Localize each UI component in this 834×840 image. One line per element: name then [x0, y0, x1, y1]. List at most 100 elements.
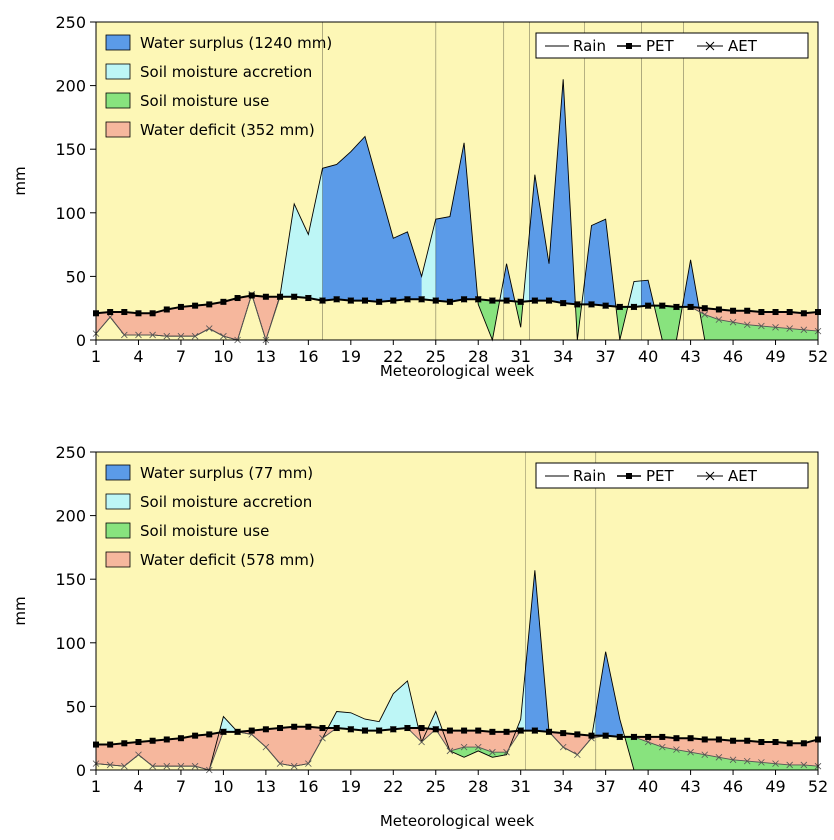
pet-point	[220, 298, 227, 305]
deficit-area-0	[96, 731, 223, 770]
aet-point	[163, 332, 171, 340]
aet-point	[121, 331, 128, 339]
pet-point	[135, 739, 142, 746]
x-tick-label: 25	[426, 347, 446, 366]
aet-point	[135, 331, 142, 339]
area-legend: Water surplus (1240 mm) Soil moisture ac…	[105, 34, 332, 139]
aet-point	[701, 751, 709, 759]
aet-point	[559, 743, 567, 751]
legend-swatch-accretion	[105, 493, 131, 510]
aet-point	[220, 332, 227, 340]
pet-point	[319, 297, 326, 304]
moisture-use-area-4	[654, 305, 683, 340]
aet-point	[149, 331, 156, 339]
pet-point	[404, 296, 411, 303]
aet-point	[673, 746, 680, 753]
pet-point	[418, 296, 425, 303]
deficit-area-2	[408, 728, 436, 743]
pet-point	[461, 727, 468, 734]
pet-point	[503, 728, 510, 735]
pet-point	[135, 310, 142, 317]
aet-point	[460, 743, 468, 751]
pet-point	[503, 297, 510, 304]
surplus-area-0	[322, 136, 422, 302]
aet-point	[786, 325, 793, 332]
x-tick-label: 40	[638, 777, 658, 796]
aet-point	[121, 762, 128, 770]
aet-point	[106, 313, 114, 321]
aet-point	[786, 761, 793, 769]
y-tick-label: 200	[55, 77, 86, 96]
y-axis-label: mm	[11, 166, 29, 195]
pet-point	[248, 727, 255, 734]
y-tick-label: 0	[76, 761, 86, 780]
pet-point	[546, 297, 553, 304]
aet-point	[163, 762, 171, 770]
pet-point	[121, 740, 128, 747]
pet-point	[560, 730, 567, 737]
x-tick-label: 34	[553, 777, 573, 796]
pet-point	[361, 297, 368, 304]
pet-point	[560, 300, 567, 307]
x-tick-label: 52	[808, 347, 828, 366]
x-axis-label: Meteorological week	[380, 812, 535, 830]
x-tick-label: 7	[176, 347, 186, 366]
pet-point	[347, 297, 354, 304]
x-tick-label: 19	[341, 777, 361, 796]
pet-point	[192, 732, 199, 739]
pet-point	[361, 727, 368, 734]
legend-label-accretion: Soil moisture accretion	[140, 63, 312, 81]
aet-point	[446, 747, 454, 755]
x-tick-label: 16	[298, 777, 318, 796]
aet-point	[205, 325, 213, 332]
series-lines	[92, 570, 822, 774]
pet-point	[277, 293, 284, 300]
aet-point	[319, 734, 326, 742]
pet-point	[475, 296, 482, 303]
pet-point	[390, 297, 397, 304]
moisture-use-area-2	[575, 304, 582, 340]
deficit-area-1	[238, 726, 336, 767]
y-tick-label: 0	[76, 331, 86, 350]
pet-point	[659, 733, 666, 740]
pet-point	[461, 296, 468, 303]
pet-line	[95, 294, 819, 315]
pet-point	[531, 727, 538, 734]
pet-point	[517, 298, 524, 305]
x-tick-label: 1	[91, 347, 101, 366]
legend-swatch-use	[105, 522, 131, 539]
pet-point	[418, 725, 425, 732]
area-legend: Water surplus (77 mm) Soil moisture accr…	[105, 464, 315, 569]
aet-point	[290, 762, 298, 770]
x-tick-label: 13	[256, 347, 276, 366]
y-axis: 0 50 100 150 200 250	[55, 443, 96, 780]
legend-label-use: Soil moisture use	[140, 92, 269, 110]
pet-line	[96, 725, 819, 746]
pet-point	[206, 301, 213, 308]
x-tick-label: 25	[426, 777, 446, 796]
x-tick-label: 13	[256, 777, 276, 796]
line-legend: Rain PET AET	[535, 462, 809, 489]
pet-point	[192, 302, 199, 309]
pet-point	[673, 303, 680, 310]
pet-point	[333, 296, 340, 303]
pet-point	[616, 733, 623, 740]
aet-point	[177, 332, 185, 340]
pet-point	[319, 725, 326, 732]
x-tick-label: 10	[213, 777, 233, 796]
aet-point	[743, 321, 751, 329]
legend-label-pet: PET	[646, 37, 675, 55]
pet-point	[432, 726, 439, 733]
surplus-area-2	[503, 263, 515, 302]
pet-point	[730, 307, 737, 314]
pet-point	[446, 298, 453, 305]
aet-point	[135, 751, 142, 759]
pet-point	[574, 301, 581, 308]
pet-point	[517, 727, 524, 734]
y-axis: 0 50 100 150 200 250	[55, 13, 96, 350]
x-tick-label: 28	[468, 777, 488, 796]
pet-point	[574, 731, 581, 738]
pet-point	[206, 731, 213, 738]
y-tick-label: 200	[55, 507, 86, 526]
legend-swatch-use	[105, 92, 131, 109]
